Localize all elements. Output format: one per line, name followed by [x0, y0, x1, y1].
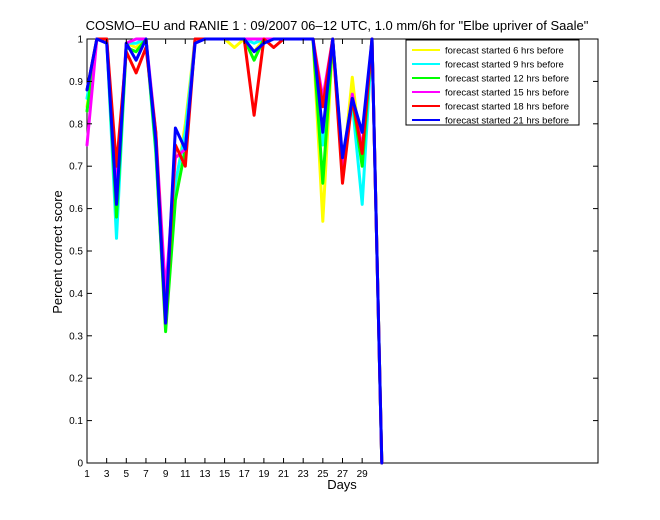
y-axis-label: Percent correct score — [50, 190, 65, 314]
legend-label: forecast started 6 hrs before — [445, 46, 564, 57]
y-tick-label: 1 — [77, 35, 83, 46]
y-tick-label: 0.5 — [69, 247, 83, 258]
x-tick-label: 23 — [298, 469, 310, 480]
x-tick-label: 15 — [219, 469, 231, 480]
legend-items: forecast started 6 hrs before forecast st… — [412, 46, 569, 127]
y-tick-label: 0.9 — [69, 77, 83, 88]
x-tick-label: 7 — [143, 469, 149, 480]
x-tick-label: 13 — [199, 469, 211, 480]
y-axis-ticks: 0 0.1 0.2 0.3 0.4 0.5 0.6 0.7 0.8 0.9 1 — [69, 35, 598, 470]
x-tick-label: 27 — [337, 469, 349, 480]
legend-label: forecast started 9 hrs before — [445, 60, 564, 71]
x-tick-label: 3 — [104, 469, 110, 480]
x-tick-label: 9 — [163, 469, 169, 480]
legend-label: forecast started 21 hrs before — [445, 116, 569, 127]
y-tick-label: 0.6 — [69, 204, 83, 215]
x-tick-label: 29 — [357, 469, 369, 480]
series-lines — [85, 37, 384, 465]
series-line-6 — [85, 37, 384, 465]
x-tick-label: 5 — [124, 469, 130, 480]
x-tick-label: 19 — [258, 469, 270, 480]
x-tick-label: 21 — [278, 469, 290, 480]
legend-box — [405, 39, 580, 126]
y-tick-label: 0.1 — [69, 416, 83, 427]
legend: forecast started 6 hrs before forecast st… — [405, 39, 580, 127]
y-tick-label: 0.4 — [69, 289, 83, 300]
y-tick-label: 0 — [77, 459, 83, 470]
x-tick-label: 17 — [239, 469, 251, 480]
legend-label: forecast started 12 hrs before — [445, 74, 569, 85]
x-tick-label: 25 — [317, 469, 329, 480]
x-axis-label: Days — [327, 477, 357, 492]
y-tick-label: 0.7 — [69, 162, 83, 173]
y-tick-label: 0.3 — [69, 331, 83, 342]
y-tick-label: 0.2 — [69, 374, 83, 385]
x-tick-label: 1 — [84, 469, 90, 480]
x-tick-label: 11 — [180, 469, 191, 480]
legend-label: forecast started 18 hrs before — [445, 102, 569, 113]
chart-title: COSMO–EU and RANIE 1 : 09/2007 06–12 UTC… — [86, 18, 589, 33]
y-tick-label: 0.8 — [69, 119, 83, 130]
x-axis-ticks: 1 3 5 7 9 11 13 15 17 19 21 23 25 27 29 — [84, 39, 368, 480]
legend-label: forecast started 15 hrs before — [445, 88, 569, 99]
